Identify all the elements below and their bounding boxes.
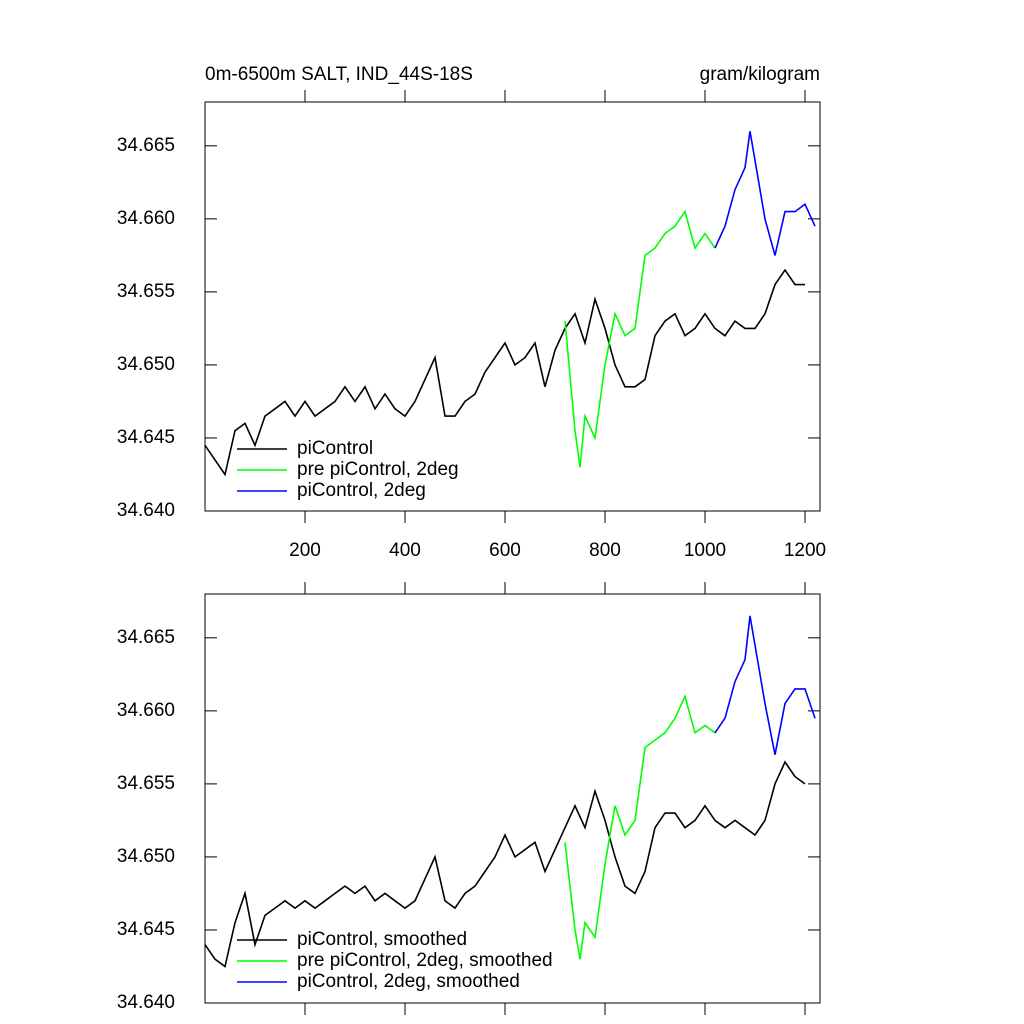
x-tick-label: 1200	[784, 540, 826, 561]
y-tick-label: 34.665	[117, 627, 175, 648]
y-tick-label: 34.640	[117, 992, 175, 1013]
y-tick-label: 34.655	[117, 281, 175, 302]
y-tick-label: 34.665	[117, 135, 175, 156]
y-tick-label: 34.650	[117, 846, 175, 867]
y-tick-label: 34.660	[117, 208, 175, 229]
y-tick-label: 34.645	[117, 427, 175, 448]
data-line	[714, 615, 816, 755]
legend-label: pre piControl, 2deg, smoothed	[297, 950, 553, 971]
y-tick-label: 34.660	[117, 700, 175, 721]
chart-title: 0m-6500m SALT, IND_44S-18S	[205, 64, 473, 85]
data-line	[564, 693, 716, 960]
plot-frame	[204, 101, 821, 512]
data-line	[714, 131, 816, 256]
x-tick-label: 1000	[684, 540, 726, 561]
x-tick-label: 600	[489, 540, 521, 561]
y-tick-label: 34.655	[117, 773, 175, 794]
legend-label: piControl, 2deg	[297, 480, 426, 501]
plot-frame	[204, 593, 821, 1004]
y-tick-label: 34.640	[117, 500, 175, 521]
units-label: gram/kilogram	[700, 64, 820, 85]
legend-label: piControl, smoothed	[297, 929, 467, 950]
legend-label: piControl	[297, 438, 373, 459]
data-line	[204, 268, 805, 477]
x-tick-label: 800	[589, 540, 621, 561]
data-line	[564, 209, 716, 468]
legend-label: piControl, 2deg, smoothed	[297, 971, 520, 992]
data-line	[204, 760, 806, 968]
legend-label: pre piControl, 2deg	[297, 459, 459, 480]
x-tick-label: 400	[389, 540, 421, 561]
y-tick-label: 34.650	[117, 354, 175, 375]
y-tick-label: 34.645	[117, 919, 175, 940]
x-tick-label: 200	[289, 540, 321, 561]
